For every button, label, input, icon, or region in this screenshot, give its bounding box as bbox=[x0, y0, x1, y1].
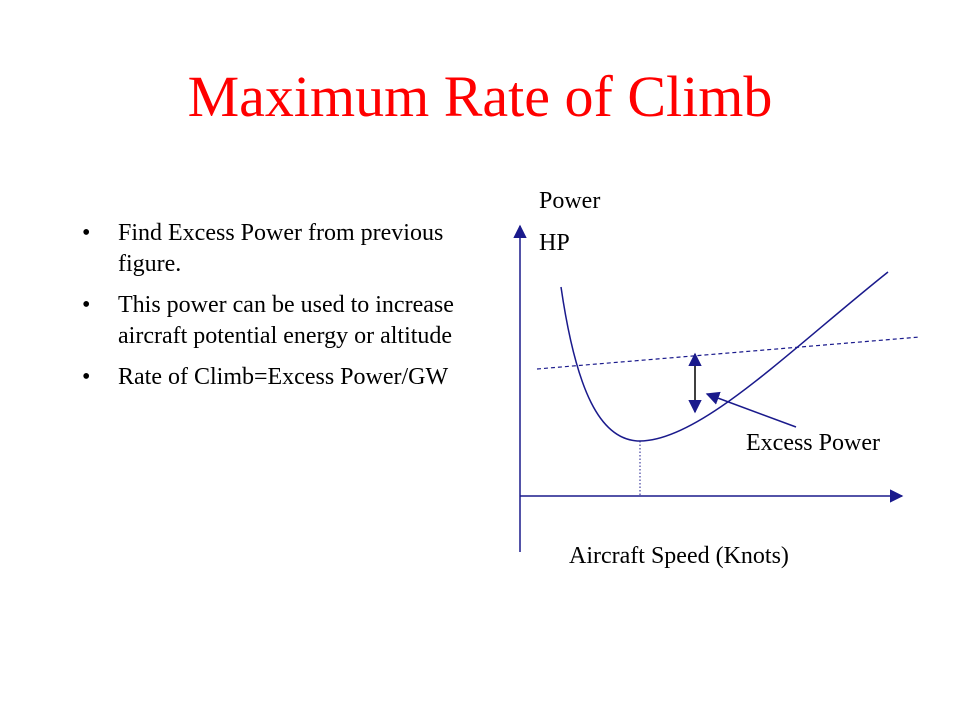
excess-power-label: Excess Power bbox=[746, 430, 880, 456]
bullet-item: • Find Excess Power from previous figure… bbox=[78, 218, 478, 280]
y-axis-unit-label: HP bbox=[539, 230, 570, 256]
slide-title: Maximum Rate of Climb bbox=[187, 64, 773, 129]
power-required-curve bbox=[560, 271, 889, 442]
bullet-item: • Rate of Climb=Excess Power/GW bbox=[78, 362, 478, 393]
y-axis-label: Power bbox=[539, 188, 601, 214]
bullet-list: • Find Excess Power from previous figure… bbox=[78, 218, 478, 403]
bullet-marker: • bbox=[82, 220, 91, 246]
bullet-marker: • bbox=[82, 364, 91, 390]
x-axis-label: Aircraft Speed (Knots) bbox=[569, 543, 789, 569]
bullet-text: This power can be used to increase aircr… bbox=[118, 292, 454, 349]
power-available-line bbox=[536, 336, 921, 370]
bullet-marker: • bbox=[82, 292, 91, 318]
bullet-text: Find Excess Power from previous figure. bbox=[118, 220, 444, 277]
bullet-item: • This power can be used to increase air… bbox=[78, 290, 478, 352]
bullet-text: Rate of Climb=Excess Power/GW bbox=[118, 364, 449, 390]
excess-power-pointer bbox=[705, 391, 797, 428]
